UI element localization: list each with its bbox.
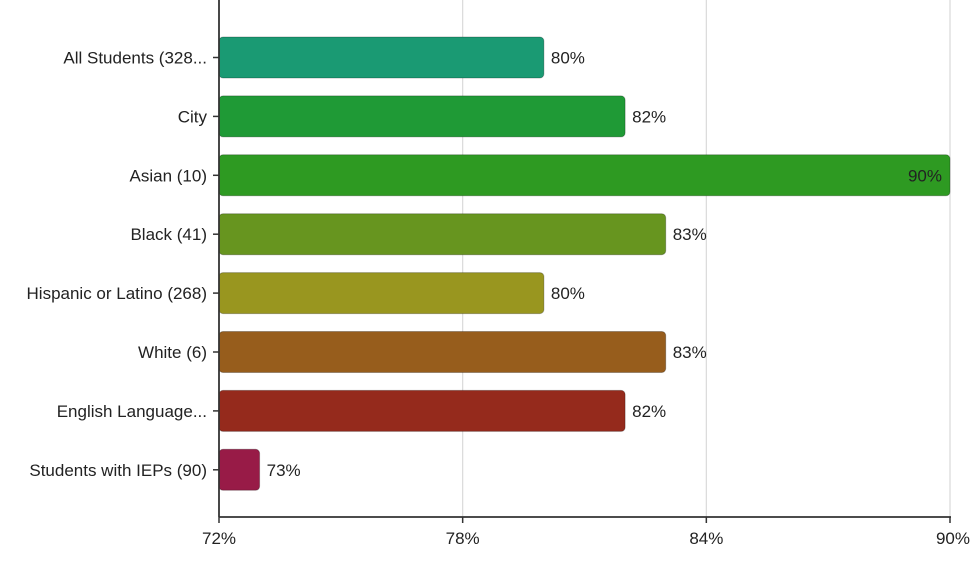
x-tick-label: 78% bbox=[446, 529, 480, 548]
data-label: 83% bbox=[673, 343, 707, 362]
category-label: Hispanic or Latino (268) bbox=[27, 284, 207, 303]
data-label: 82% bbox=[632, 402, 666, 421]
category-label: All Students (328... bbox=[63, 49, 207, 68]
data-label: 83% bbox=[673, 225, 707, 244]
bar bbox=[218, 389, 626, 432]
category-label: Students with IEPs (90) bbox=[29, 461, 207, 480]
category-label: White (6) bbox=[138, 343, 207, 362]
bars bbox=[218, 36, 951, 491]
x-tick-label: 72% bbox=[202, 529, 236, 548]
bar bbox=[218, 95, 626, 138]
x-tick-label: 84% bbox=[689, 529, 723, 548]
data-label: 73% bbox=[267, 461, 301, 480]
bar bbox=[218, 448, 261, 491]
bar bbox=[218, 272, 545, 315]
data-label: 90% bbox=[908, 166, 942, 185]
x-tick-label: 90% bbox=[936, 529, 970, 548]
bar bbox=[218, 154, 951, 197]
category-label: Black (41) bbox=[130, 225, 207, 244]
data-label: 80% bbox=[551, 284, 585, 303]
bar bbox=[218, 331, 667, 373]
labels: 80% All Students (328... 82% City 90% Asian (… bbox=[27, 49, 970, 549]
category-label: English Language... bbox=[57, 402, 207, 421]
data-label: 80% bbox=[551, 49, 585, 68]
data-label: 82% bbox=[632, 107, 666, 126]
axes bbox=[213, 0, 951, 523]
category-label: Asian (10) bbox=[130, 166, 207, 185]
category-label: City bbox=[178, 107, 208, 126]
bar bbox=[218, 213, 667, 256]
bar bbox=[218, 36, 545, 79]
